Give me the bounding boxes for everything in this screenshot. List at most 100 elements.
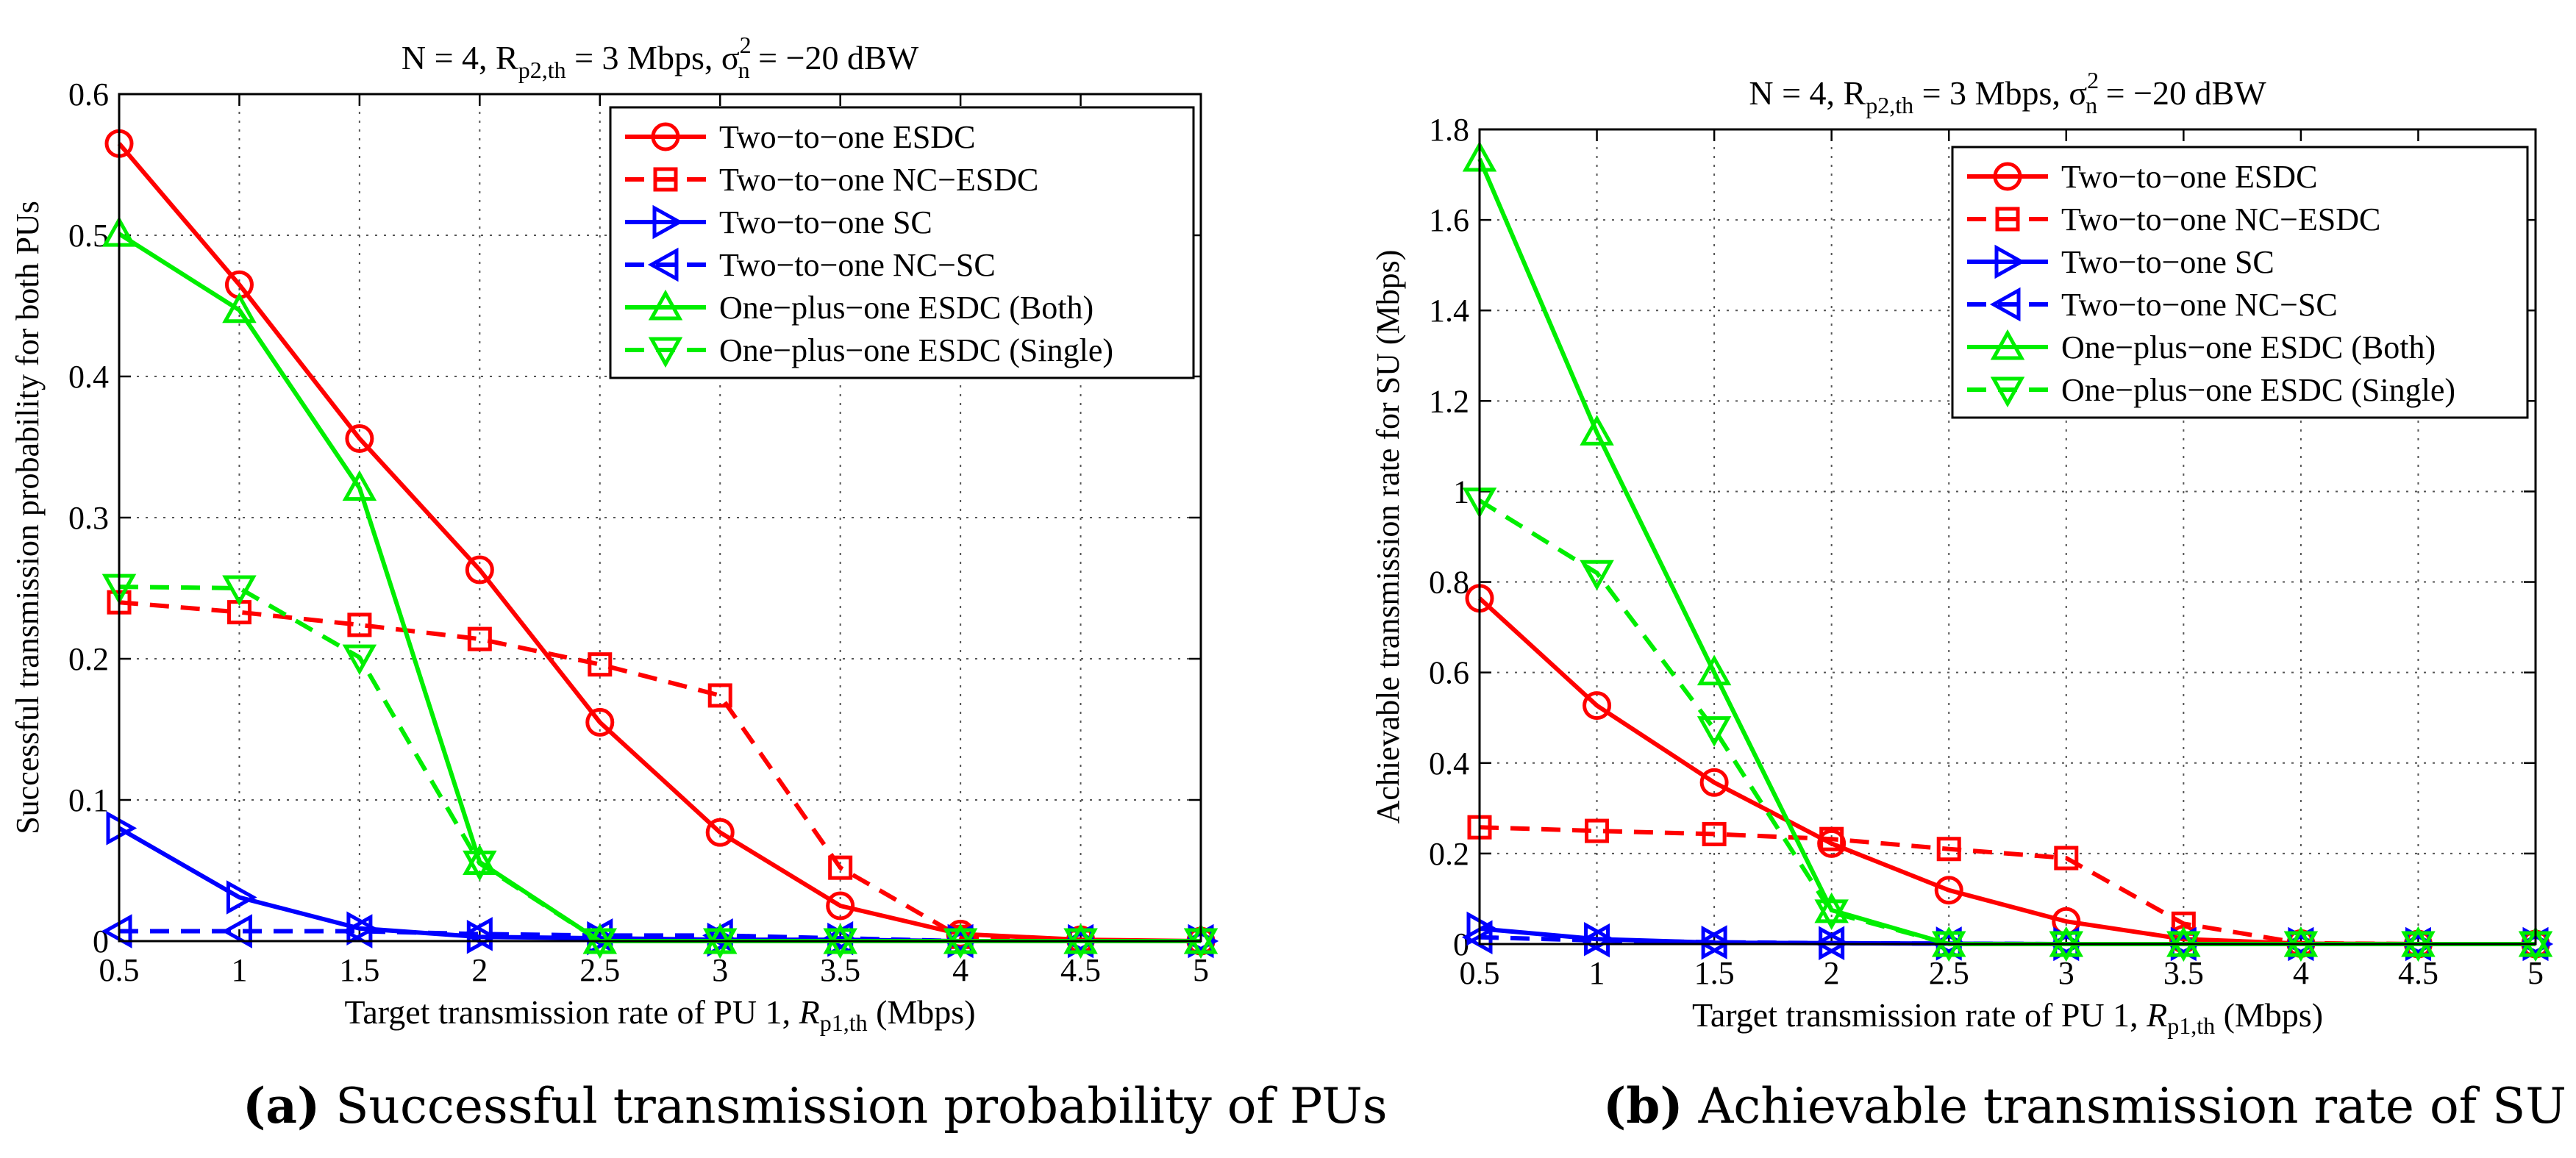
y-axis-label: Achievable transmission rate for SU (Mbp… (1370, 250, 1406, 824)
y-tick-label: 1.2 (1429, 383, 1469, 419)
data-point (826, 891, 855, 921)
data-point (943, 928, 978, 959)
data-point (707, 683, 732, 708)
x-axis-label-part: (Mbps) (2215, 996, 2323, 1034)
data-point (585, 707, 615, 737)
data-point (467, 626, 492, 651)
data-point (2049, 931, 2084, 962)
data-point (1699, 768, 1729, 797)
data-point (828, 855, 853, 880)
y-tick-label: 0.6 (1429, 655, 1469, 691)
legend: Two−to−one ESDC Two−to−one NC−ESDC Two−to−… (609, 106, 1195, 379)
x-axis-label: Target transmission rate of PU 1, Rp1,th… (1692, 996, 2323, 1039)
y-tick-label: 0.8 (1429, 565, 1469, 601)
legend-label: One−plus−one ESDC (Both) (719, 290, 1093, 326)
legend-label: One−plus−one ESDC (Single) (2061, 372, 2455, 408)
legend-label: One−plus−one ESDC (Both) (2061, 329, 2436, 365)
data-point (226, 880, 257, 915)
chart-title-part: N = 4, R (1749, 74, 1866, 112)
chart-title-part: p2,th (518, 57, 566, 83)
x-tick-label: 1 (1589, 955, 1605, 991)
x-tick-label: 3 (2058, 955, 2074, 991)
chart-title-part: n (2086, 92, 2097, 118)
data-point (341, 914, 373, 948)
data-point (106, 811, 138, 846)
data-point (1580, 415, 1614, 446)
legend-marker (653, 167, 678, 192)
data-point (1814, 892, 1849, 923)
y-tick-label: 1 (1453, 473, 1469, 510)
data-point (1579, 923, 1610, 958)
data-point (342, 470, 377, 501)
chart-title: N = 4, Rp2,th = 3 Mbps, σ2 n = −20 dBW (402, 32, 919, 83)
data-point (1817, 829, 1847, 858)
y-tick-label: 0.2 (1429, 836, 1469, 872)
legend-marker (1995, 207, 2020, 232)
y-tick-label: 0.6 (68, 76, 109, 112)
caption-b-tag: (b) (1603, 1077, 1683, 1134)
x-axis-label-part: p1,th (820, 1009, 868, 1036)
chart-title-part: N = 4, R (402, 39, 518, 76)
x-tick-label: 1 (231, 952, 247, 988)
chart-title-part: n (738, 57, 750, 83)
data-point (1931, 931, 1966, 962)
data-point (1696, 716, 1732, 747)
data-point (465, 555, 494, 585)
y-tick-label: 0.2 (68, 641, 109, 677)
legend-label: Two−to−one NC−ESDC (2061, 201, 2380, 237)
y-tick-label: 0.1 (68, 782, 109, 818)
chart-title-part: = 3 Mbps, σ (566, 39, 740, 76)
data-point (823, 928, 857, 959)
legend-label: One−plus−one ESDC (Single) (719, 332, 1113, 368)
data-point (1585, 818, 1610, 843)
x-tick-label: 2 (471, 952, 488, 988)
chart-title-part: = 3 Mbps, σ (1913, 74, 2087, 112)
x-tick-label: 1.5 (1694, 955, 1735, 991)
x-tick-label: 4 (2293, 955, 2309, 991)
chart-title-part: p2,th (1866, 92, 1913, 118)
data-point (222, 575, 257, 607)
axes-frame (1478, 128, 2537, 946)
legend-box (609, 106, 1195, 379)
legend-marker (1989, 287, 2021, 322)
legend-marker (1994, 244, 2026, 279)
legend-marker (651, 122, 680, 151)
data-point (702, 928, 738, 959)
data-point (1814, 899, 1849, 931)
series-line (117, 142, 1202, 943)
data-point (1696, 925, 1727, 959)
data-point (1696, 654, 1732, 686)
y-tick-label: 1.8 (1429, 112, 1469, 148)
data-point (2401, 931, 2436, 962)
data-point (1819, 826, 1844, 851)
x-tick-label: 5 (2527, 955, 2544, 991)
data-point (2166, 931, 2201, 962)
legend-label: Two−to−one SC (2061, 244, 2274, 280)
data-point (2283, 931, 2319, 962)
legend-label: Two−to−one SC (719, 204, 932, 240)
data-point (347, 612, 372, 637)
legend-marker (652, 204, 684, 240)
caption-a-text: Successful transmission probability of P… (335, 1078, 1388, 1134)
x-axis-label-part: Target transmission rate of PU 1, (1692, 996, 2147, 1034)
y-tick-label: 1.6 (1429, 202, 1469, 238)
data-point (1063, 928, 1098, 959)
y-tick-label: 0.4 (1429, 746, 1469, 782)
x-axis-label: Target transmission rate of PU 1, Rp1,th… (344, 993, 975, 1036)
chart-title-part: 2 (740, 32, 752, 58)
legend-label: Two−to−one NC−SC (719, 247, 996, 283)
legend-label: Two−to−one NC−SC (2061, 287, 2338, 323)
legend-marker (1990, 329, 2025, 360)
x-tick-label: 2 (1824, 955, 1840, 991)
x-tick-label: 0.5 (99, 952, 140, 988)
data-point (1934, 876, 1963, 905)
data-point (463, 850, 497, 882)
data-point (1702, 821, 1727, 846)
legend-marker (1993, 162, 2022, 191)
x-axis-label-part: R (2146, 996, 2167, 1034)
legend-box (1951, 146, 2529, 419)
data-point (588, 652, 613, 677)
axes-frame (118, 93, 1202, 943)
data-point (705, 818, 735, 847)
